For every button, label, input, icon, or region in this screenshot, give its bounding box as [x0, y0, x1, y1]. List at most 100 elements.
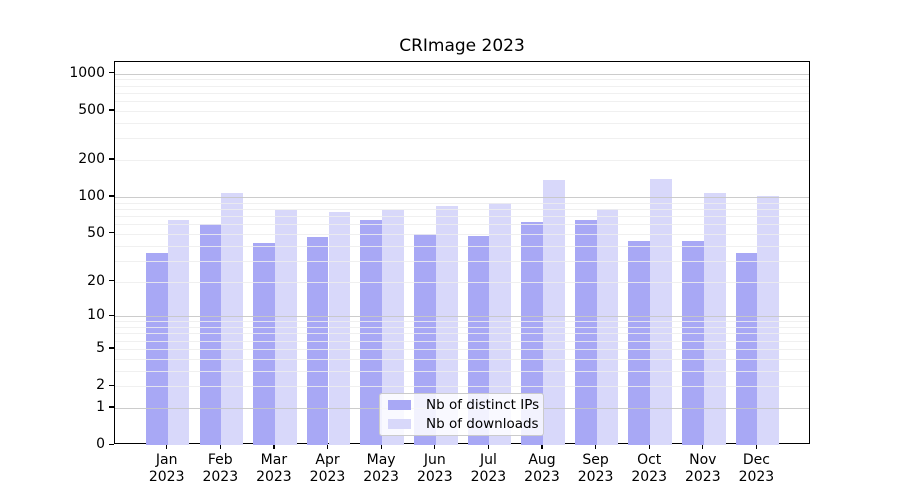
x-axis-month: Jun	[423, 452, 446, 468]
y-axis-tick-label: 200	[78, 151, 105, 167]
x-axis-tick-label: Jan 2023	[127, 452, 207, 486]
gridline-major	[115, 73, 809, 75]
gridline-minor	[115, 101, 809, 103]
bar-downloads	[757, 196, 780, 446]
bar-downloads	[489, 202, 512, 446]
y-axis-tick-label: 2	[96, 377, 105, 394]
y-axis-tick-mark	[109, 72, 114, 74]
gridline-minor	[115, 321, 809, 323]
x-axis-tick-label: Aug 2023	[502, 452, 582, 486]
y-axis-tick-label: 100	[78, 188, 105, 204]
bar-distinct-ips	[413, 233, 436, 446]
x-axis-month: May	[366, 452, 396, 468]
gridline-minor	[115, 85, 809, 87]
x-axis-tick-mark	[380, 444, 382, 449]
gridline-minor	[115, 386, 809, 388]
legend-item: Nb of downloads	[380, 416, 543, 432]
x-axis-tick-label: Apr 2023	[288, 452, 368, 486]
gridline-minor	[115, 333, 809, 335]
x-axis-year: 2023	[256, 469, 292, 485]
y-axis-tick-mark	[109, 109, 114, 111]
gridline-minor	[115, 160, 809, 161]
x-axis-year: 2023	[631, 469, 667, 485]
x-axis-tick-mark	[434, 444, 436, 449]
x-axis-tick-label: Jun 2023	[395, 452, 475, 486]
gridline-minor	[115, 358, 809, 360]
y-axis-tick-mark	[109, 279, 114, 282]
x-axis-tick-label: May 2023	[341, 452, 421, 486]
legend: Nb of distinct IPs Nb of downloads	[379, 393, 544, 436]
x-axis-year: 2023	[470, 469, 507, 485]
bar-downloads	[650, 179, 672, 446]
y-axis-tick-mark	[109, 232, 114, 234]
plot-area	[114, 61, 810, 446]
x-axis-tick-mark	[487, 444, 490, 449]
x-axis-tick-mark	[648, 444, 650, 449]
gridline-minor	[115, 245, 809, 247]
x-axis-tick-label: Dec 2023	[716, 452, 796, 486]
y-axis-tick-mark	[109, 347, 114, 349]
gridline-minor	[115, 327, 809, 329]
x-axis-month: Jan	[155, 452, 178, 468]
x-axis-month: Nov	[689, 452, 717, 468]
y-axis-tick-label: 5	[96, 339, 105, 356]
x-axis-month: Aug	[528, 452, 556, 468]
gridline-minor	[115, 233, 809, 235]
y-axis-tick-label: 500	[78, 101, 105, 118]
x-axis-year: 2023	[524, 469, 560, 485]
gridline-minor	[115, 122, 809, 124]
bar-downloads	[435, 206, 458, 446]
gridline-minor	[115, 281, 809, 283]
y-axis-tick-label: 0	[96, 436, 105, 453]
x-axis-month: Mar	[260, 452, 288, 468]
y-axis-tick-mark	[109, 406, 114, 408]
y-axis-tick-mark	[109, 384, 114, 386]
x-axis-year: 2023	[202, 469, 239, 485]
bar-distinct-ips	[199, 224, 222, 446]
x-axis-year: 2023	[416, 469, 453, 485]
x-axis-month: Dec	[742, 452, 770, 468]
legend-swatch-distinct-ips	[388, 400, 411, 410]
y-axis-tick-label: 20	[87, 272, 105, 289]
y-axis-tick-label: 50	[87, 224, 105, 241]
x-axis-year: 2023	[577, 469, 614, 485]
x-axis-year: 2023	[363, 469, 399, 485]
x-axis-tick-label: Sep 2023	[556, 452, 636, 486]
x-axis-month: Apr	[315, 452, 340, 468]
x-axis-tick-mark	[326, 444, 329, 449]
x-axis-year: 2023	[684, 469, 721, 485]
x-axis-tick-mark	[166, 444, 168, 449]
bar-distinct-ips	[574, 219, 597, 446]
x-axis-tick-label: Nov 2023	[663, 452, 743, 486]
y-axis-tick-mark	[109, 443, 114, 445]
x-axis-month: Jul	[479, 452, 497, 468]
x-axis-tick-label: Jul 2023	[448, 452, 528, 486]
y-axis-tick-mark	[109, 195, 114, 197]
bar-downloads	[328, 211, 351, 446]
gridline-minor	[115, 92, 809, 94]
gridline-minor	[115, 110, 809, 112]
legend-label: Nb of distinct IPs	[426, 396, 540, 413]
gridline-major	[115, 197, 809, 198]
gridline-minor	[115, 340, 809, 342]
chart-title: CRImage 2023	[399, 36, 525, 56]
y-axis-tick-mark	[109, 158, 114, 160]
x-axis-tick-mark	[219, 444, 221, 449]
y-axis-tick-label: 1000	[69, 64, 105, 81]
bar-distinct-ips	[628, 240, 651, 446]
legend-item: Nb of distinct IPs	[380, 396, 543, 413]
bar-downloads	[703, 192, 726, 446]
bar-distinct-ips	[360, 219, 383, 446]
gridline-minor	[115, 138, 809, 140]
x-axis-tick-mark	[702, 444, 704, 449]
x-axis-tick-mark	[755, 444, 758, 449]
gridline-minor	[115, 208, 809, 210]
x-axis-month: Oct	[637, 452, 662, 468]
gridline-minor	[115, 79, 809, 81]
x-axis-month: Feb	[207, 452, 233, 468]
gridline-minor	[115, 216, 809, 217]
x-axis-tick-mark	[595, 444, 597, 449]
bar-distinct-ips	[253, 243, 275, 446]
bar-distinct-ips	[467, 235, 490, 446]
